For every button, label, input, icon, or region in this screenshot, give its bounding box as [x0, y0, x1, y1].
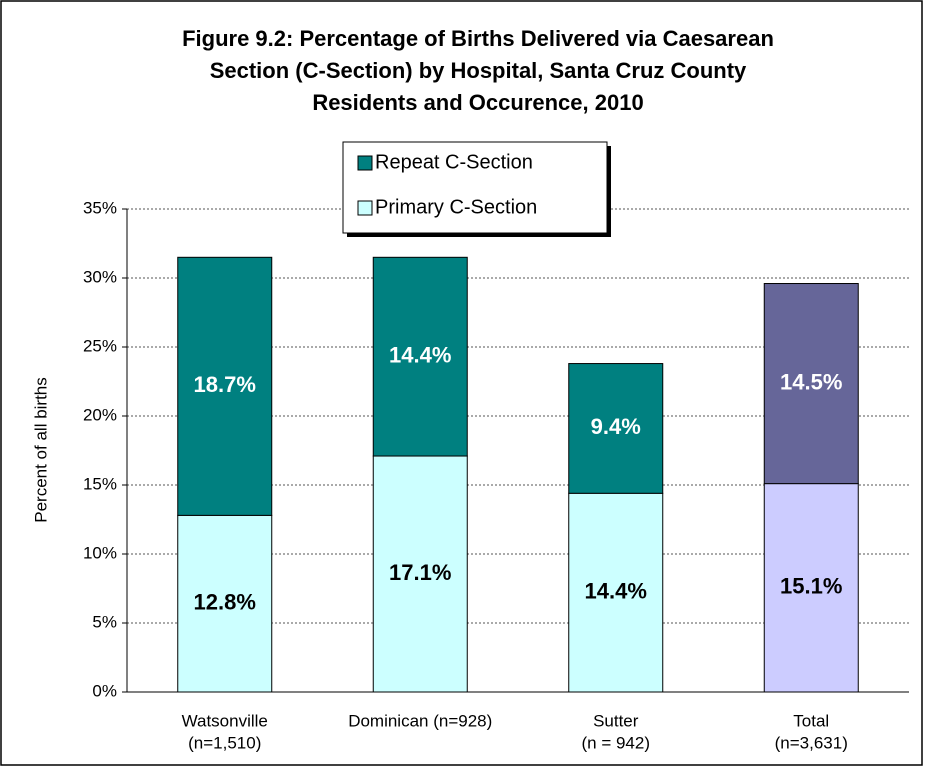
bar-segment	[568, 363, 664, 494]
bar-segment	[372, 256, 468, 457]
x-tick-label: (n=3,631)	[775, 733, 848, 752]
y-tick-label: 15%	[83, 474, 117, 493]
chart-title: Figure 9.2: Percentage of Births Deliver…	[182, 26, 774, 51]
value-label: 18.7%	[194, 372, 256, 397]
x-tick-label: (n = 942)	[581, 733, 650, 752]
y-tick-label: 35%	[83, 198, 117, 217]
y-axis-label: Percent of all births	[31, 377, 50, 523]
value-label: 14.4%	[585, 578, 647, 603]
legend-label: Repeat C-Section	[375, 151, 533, 173]
bar-segment	[568, 492, 664, 693]
legend-label: Primary C-Section	[375, 196, 537, 218]
legend-swatch	[357, 200, 373, 216]
y-tick-label: 5%	[92, 612, 117, 631]
x-tick-label: Watsonville	[182, 711, 268, 730]
bar-segment	[763, 283, 859, 485]
legend-box	[342, 141, 608, 234]
x-tick-label: (n=1,510)	[188, 733, 261, 752]
x-tick-label: Total	[793, 711, 829, 730]
y-tick-label: 25%	[83, 336, 117, 355]
value-label: 12.8%	[194, 589, 256, 614]
chart-title: Residents and Occurence, 2010	[312, 90, 643, 115]
bar-segment	[177, 256, 273, 516]
value-label: 14.5%	[780, 369, 842, 394]
value-label: 15.1%	[780, 574, 842, 599]
x-tick-label: Dominican (n=928)	[348, 711, 492, 730]
bar-segment	[372, 455, 468, 693]
bar-segment	[177, 514, 273, 693]
y-tick-label: 30%	[83, 267, 117, 286]
value-label: 14.4%	[389, 342, 451, 367]
bar-segment	[763, 483, 859, 693]
value-label: 17.1%	[389, 560, 451, 585]
y-tick-label: 10%	[83, 543, 117, 562]
y-tick-label: 20%	[83, 405, 117, 424]
x-tick-label: Sutter	[593, 711, 639, 730]
legend-swatch	[357, 155, 373, 171]
y-tick-label: 0%	[92, 681, 117, 700]
value-label: 9.4%	[591, 414, 641, 439]
chart-title: Section (C-Section) by Hospital, Santa C…	[210, 58, 747, 83]
